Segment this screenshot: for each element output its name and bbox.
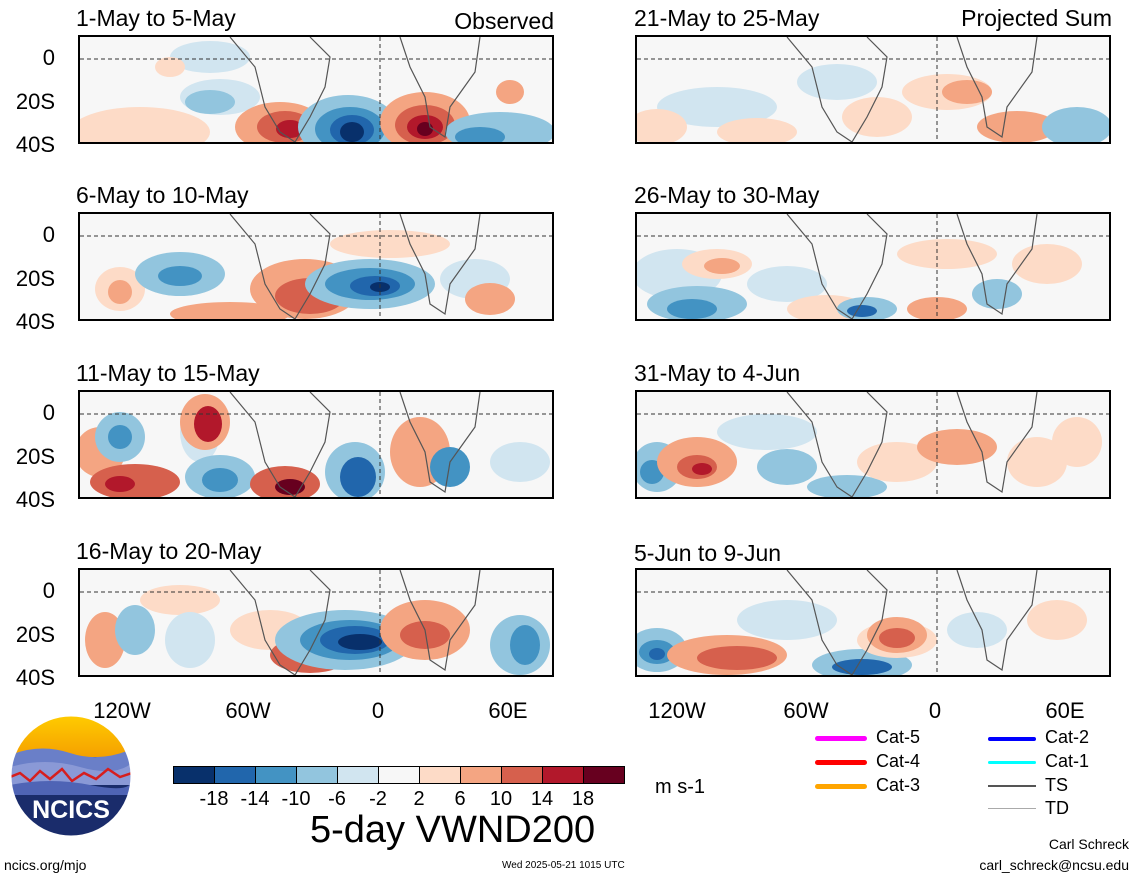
observed-label: Observed — [454, 8, 554, 34]
legend-label-cat5: Cat-5 — [876, 727, 921, 747]
lat-label-20s: 20S — [15, 266, 55, 291]
colorbar-bin — [461, 767, 502, 783]
colorbar-bin — [502, 767, 543, 783]
map-panel-4 — [78, 568, 554, 677]
lat-label-40s: 40S — [15, 309, 55, 334]
colorbar-label: -6 — [328, 788, 346, 810]
lat-label-0: 0 — [42, 45, 55, 70]
colorbar-label: 18 — [571, 788, 595, 810]
legend-line-cat2 — [988, 737, 1036, 741]
lon-label-60w: 60W — [783, 698, 829, 723]
panel-title-8: 5-Jun to 9-Jun — [634, 540, 782, 566]
lat-label-0: 0 — [42, 222, 55, 247]
legend-line-td — [988, 808, 1036, 809]
colorbar-label: 14 — [530, 788, 554, 810]
lat-label-40s: 40S — [15, 487, 55, 512]
panel-title-2: 6-May to 10-May — [76, 182, 249, 208]
legend-line-cat4 — [815, 760, 867, 765]
site-url: ncics.org/mjo — [4, 857, 87, 873]
map-panel-7 — [635, 390, 1111, 499]
legend-label-ts: TS — [1045, 775, 1069, 795]
lat-label-20s: 20S — [15, 444, 55, 469]
legend-label-cat3: Cat-3 — [876, 775, 921, 795]
colorbar-label: -14 — [240, 788, 270, 810]
colorbar — [173, 766, 625, 784]
panel-title-1: 1-May to 5-May — [76, 5, 236, 31]
logo-text: NCICS — [32, 796, 110, 824]
lat-label-20s: 20S — [15, 89, 55, 114]
legend-line-ts — [988, 785, 1036, 787]
colorbar-bin — [338, 767, 379, 783]
lat-label-40s: 40S — [15, 665, 55, 690]
panel-title-4: 16-May to 20-May — [76, 538, 262, 564]
lon-label-60e: 60E — [1045, 698, 1085, 723]
legend-label-cat1: Cat-1 — [1045, 751, 1090, 771]
ncics-logo: NCICS — [10, 715, 132, 837]
lon-label-60e: 60E — [488, 698, 528, 723]
legend-line-cat5 — [815, 736, 867, 741]
map-panel-3 — [78, 390, 554, 499]
colorbar-label: -2 — [369, 788, 387, 810]
units-label: m s-1 — [655, 776, 705, 798]
projected-label: Projected Sum — [961, 5, 1112, 31]
colorbar-bin — [543, 767, 584, 783]
lat-label-0: 0 — [42, 578, 55, 603]
map-panel-5 — [635, 35, 1111, 144]
lon-label-120w: 120W — [93, 698, 151, 723]
colorbar-bin — [174, 767, 215, 783]
timestamp: Wed 2025-05-21 1015 UTC — [502, 860, 625, 871]
map-panel-8 — [635, 568, 1111, 677]
lat-label-40s: 40S — [15, 132, 55, 157]
lon-label-0: 0 — [928, 698, 942, 723]
panel-title-6: 26-May to 30-May — [634, 182, 820, 208]
author-name: Carl Schreck — [1048, 836, 1129, 852]
colorbar-bin — [215, 767, 256, 783]
colorbar-label: 6 — [454, 788, 466, 810]
legend-label-cat4: Cat-4 — [876, 751, 921, 771]
legend-line-cat3 — [815, 784, 867, 789]
lat-label-0: 0 — [42, 400, 55, 425]
colorbar-label: 10 — [489, 788, 513, 810]
colorbar-label: 2 — [413, 788, 425, 810]
panel-title-5: 21-May to 25-May — [634, 5, 820, 31]
legend-label-td: TD — [1045, 798, 1069, 818]
lon-label-0: 0 — [371, 698, 385, 723]
colorbar-bin — [256, 767, 297, 783]
map-panel-2 — [78, 212, 554, 321]
colorbar-label: -18 — [199, 788, 229, 810]
author-email: carl_schreck@ncsu.edu — [979, 857, 1129, 873]
map-panel-1 — [78, 35, 554, 144]
colorbar-bin — [297, 767, 338, 783]
colorbar-bin — [420, 767, 461, 783]
panel-title-3: 11-May to 15-May — [76, 360, 260, 386]
map-panel-6 — [635, 212, 1111, 321]
colorbar-bin — [584, 767, 624, 783]
lat-label-20s: 20S — [15, 622, 55, 647]
legend-label-cat2: Cat-2 — [1045, 727, 1090, 747]
panel-title-7: 31-May to 4-Jun — [634, 360, 801, 386]
main-title: 5-day VWND200 — [310, 809, 596, 851]
legend-line-cat1 — [988, 761, 1036, 764]
lon-label-60w: 60W — [225, 698, 271, 723]
colorbar-bin — [379, 767, 420, 783]
lon-label-120w: 120W — [648, 698, 706, 723]
colorbar-label: -10 — [281, 788, 311, 810]
